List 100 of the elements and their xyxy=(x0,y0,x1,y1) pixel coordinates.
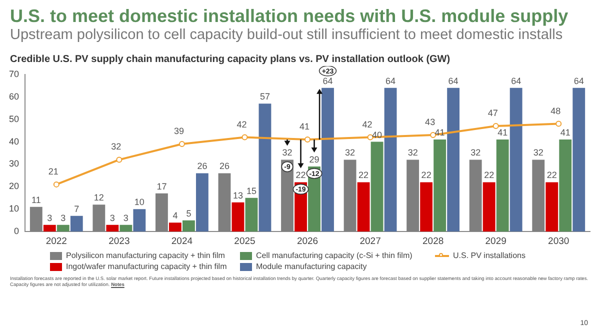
point xyxy=(116,156,122,163)
data-label: 15 xyxy=(246,186,256,196)
data-label: 22 xyxy=(546,170,557,180)
data-label: 47 xyxy=(488,108,498,118)
data-label: 12 xyxy=(94,192,104,203)
data-label: 64 xyxy=(574,76,584,86)
data-label: 13 xyxy=(232,190,243,200)
data-label: 22 xyxy=(484,170,494,180)
x-tick-label: 2030 xyxy=(548,236,570,247)
data-label: 64 xyxy=(448,76,458,86)
bar xyxy=(572,88,586,232)
legend-label: U.S. PV installations xyxy=(453,251,526,260)
data-label: 22 xyxy=(296,170,306,180)
bar xyxy=(56,224,70,232)
data-label: 32 xyxy=(111,142,122,152)
bar xyxy=(434,140,446,232)
data-label: 39 xyxy=(174,126,184,136)
data-label: 48 xyxy=(550,106,561,116)
data-label: 57 xyxy=(260,92,270,102)
bar xyxy=(420,182,433,232)
bar xyxy=(232,202,244,232)
data-label: 42 xyxy=(236,119,247,130)
data-label: 26 xyxy=(219,161,230,172)
data-label: 32 xyxy=(408,148,418,158)
y-axis-title: Credible U.S. PV supply chain manufacturing capacity plans vs. PV installation outlook (GW) xyxy=(10,54,452,66)
data-label: 41 xyxy=(560,128,570,138)
x-tick-label: 2027 xyxy=(360,236,381,247)
data-label: 3 xyxy=(110,212,115,223)
legend-label: Polysilicon manufacturing capacity + thin film xyxy=(66,251,225,260)
data-label: 7 xyxy=(74,204,80,214)
data-label: 3 xyxy=(123,212,128,223)
point xyxy=(492,123,499,130)
legend-label: Cell manufacturing capacity (c-Si + thin film) xyxy=(256,251,412,260)
x-tick-label: 2029 xyxy=(485,236,506,247)
bar xyxy=(482,182,496,232)
data-label: 32 xyxy=(345,148,356,158)
bar xyxy=(182,220,195,232)
bar xyxy=(258,104,272,232)
data-label: 3 xyxy=(60,212,66,223)
data-label: 32 xyxy=(470,148,481,158)
point xyxy=(53,181,60,188)
data-label: 64 xyxy=(322,76,333,86)
point xyxy=(304,136,311,143)
y-tick-label: 30 xyxy=(8,158,20,169)
chart-subtitle: Upstream polysilicon to cell capacity build-out still insufficient to meet domestic installs xyxy=(10,26,564,44)
data-label: 64 xyxy=(386,76,396,86)
y-tick-label: 40 xyxy=(8,136,20,146)
bar xyxy=(447,88,460,232)
bar xyxy=(70,216,83,232)
bar xyxy=(384,88,397,232)
bar xyxy=(559,140,572,232)
data-label: 22 xyxy=(358,170,369,180)
data-label: 5 xyxy=(186,208,192,218)
bar xyxy=(245,198,258,232)
bar xyxy=(370,142,384,232)
bar xyxy=(357,182,370,232)
bar xyxy=(196,173,208,232)
y-tick-label: 50 xyxy=(8,114,20,124)
bar xyxy=(322,88,334,232)
bar xyxy=(120,224,132,232)
x-tick-label: 2026 xyxy=(296,236,318,247)
legend-label: Module manufacturing capacity xyxy=(256,262,367,271)
data-label: 29 xyxy=(309,154,320,164)
bar xyxy=(496,140,509,232)
x-tick-label: 2028 xyxy=(422,236,444,247)
bar xyxy=(133,209,146,232)
data-label: 41 xyxy=(300,122,310,132)
x-tick-label: 2023 xyxy=(108,236,130,247)
point xyxy=(242,134,248,140)
data-label: 4 xyxy=(172,210,178,221)
data-label: 10 xyxy=(134,197,144,208)
y-tick-label: 60 xyxy=(8,91,20,102)
bar xyxy=(546,182,558,232)
data-label: 22 xyxy=(421,170,432,180)
data-label: 26 xyxy=(197,161,208,172)
y-tick-label: 10 xyxy=(8,204,20,214)
data-label: 64 xyxy=(511,76,522,86)
data-label: 32 xyxy=(282,148,292,158)
bar xyxy=(510,88,522,232)
point xyxy=(556,120,562,127)
data-label: 42 xyxy=(362,119,372,130)
data-label: 3 xyxy=(47,212,52,223)
bar xyxy=(106,224,119,232)
y-tick-label: 0 xyxy=(14,226,20,236)
data-label: 41 xyxy=(498,128,508,138)
data-label: 32 xyxy=(533,148,544,158)
x-tick-label: 2022 xyxy=(46,236,67,247)
chart-title: U.S. to meet domestic installation needs with U.S. module supply xyxy=(10,6,570,26)
data-label: 43 xyxy=(425,117,436,128)
y-tick-label: 70 xyxy=(8,68,20,79)
bar xyxy=(168,222,182,232)
legend-label: Ingot/wafer manufacturing capacity + thin film xyxy=(66,262,227,271)
bar xyxy=(43,224,56,232)
x-tick-label: 2025 xyxy=(234,236,256,247)
point xyxy=(178,141,185,148)
y-tick-label: 20 xyxy=(8,181,20,192)
data-label: 21 xyxy=(48,166,58,176)
data-label: 11 xyxy=(31,194,41,205)
x-tick-label: 2024 xyxy=(171,236,193,247)
data-label: 17 xyxy=(156,181,167,192)
